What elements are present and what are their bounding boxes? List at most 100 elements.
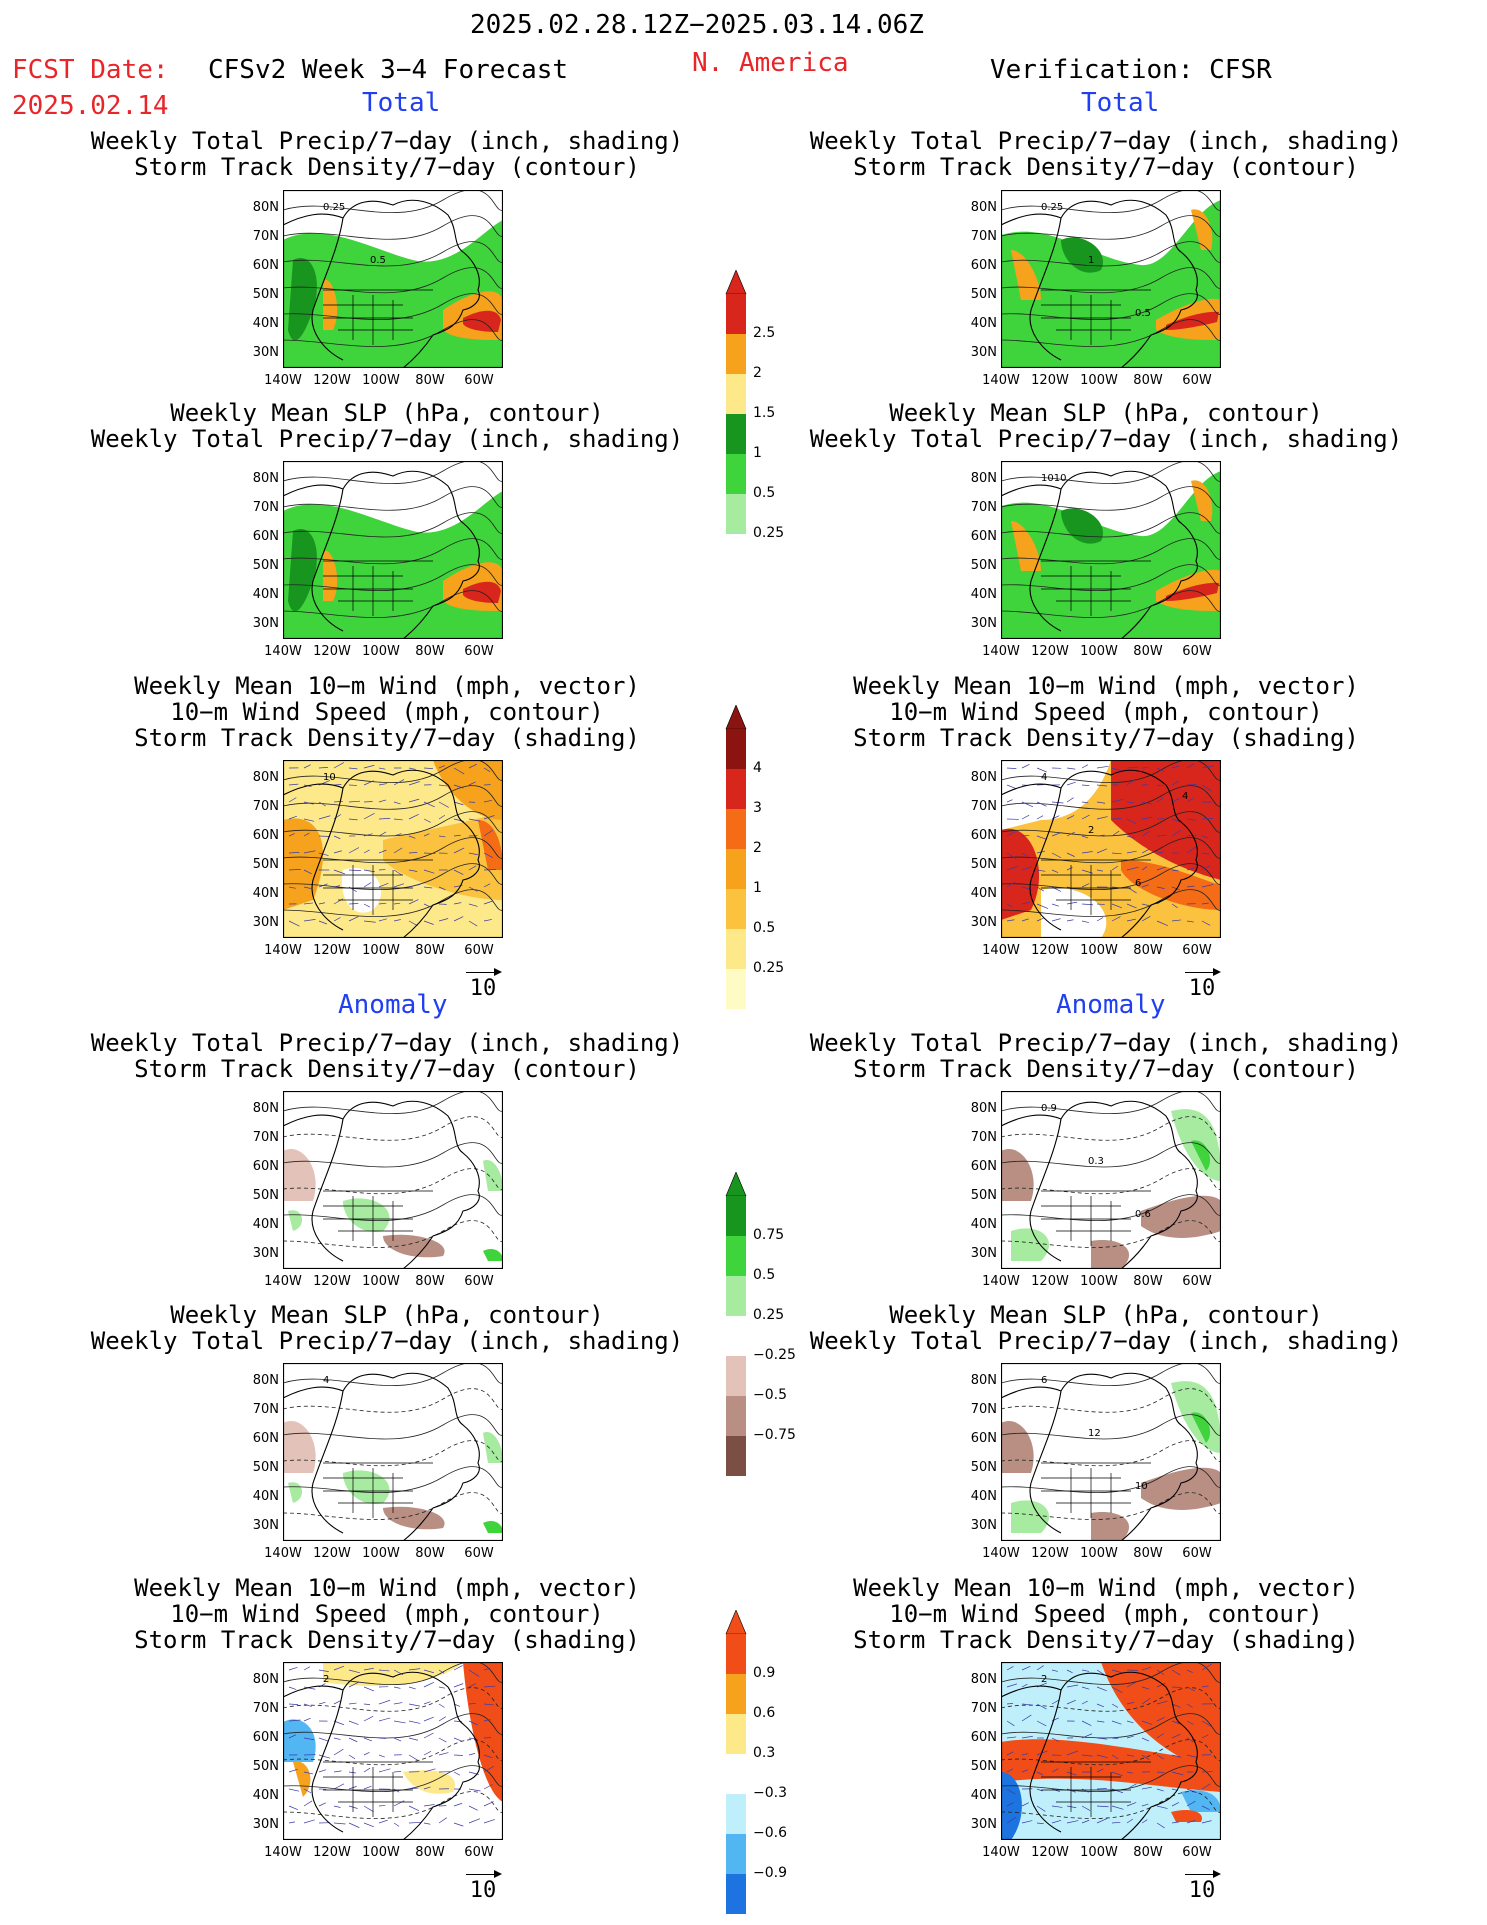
contour-line	[1001, 190, 1221, 213]
contour-line	[283, 564, 503, 591]
map-frame	[283, 190, 503, 368]
wind-vector	[378, 1768, 391, 1773]
title-right-4: Weekly Total Precip/7−day (inch, shading…	[809, 1029, 1403, 1083]
lat-tick-label: 40N	[252, 1788, 279, 1803]
wind-vector	[1096, 1768, 1104, 1773]
wind-vector	[468, 1683, 477, 1688]
colorbar-segment	[726, 414, 746, 454]
wind-vector	[483, 1667, 491, 1671]
wind-vector	[1201, 1783, 1211, 1790]
lat-tick-label: 50N	[970, 857, 997, 872]
wind-vector	[303, 1686, 316, 1690]
wind-vector	[303, 919, 316, 922]
wind-vector	[1171, 886, 1180, 891]
contour-label: 2	[1088, 825, 1094, 836]
contour-line	[1001, 785, 1221, 810]
wind-vector	[1096, 816, 1108, 820]
lat-tick-label: 30N	[970, 915, 997, 930]
lat-tick-label: 60N	[970, 1431, 997, 1446]
contour-label: 1010	[1041, 473, 1066, 484]
contour-line	[1001, 486, 1221, 511]
wind-vector	[1126, 850, 1137, 854]
title-left-6: Weekly Mean 10−m Wind (mph, vector) 10−m …	[134, 1574, 640, 1654]
lat-tick-label: 40N	[252, 587, 279, 602]
shading-region-3	[1001, 828, 1040, 920]
colorbar-label: 0.5	[753, 920, 776, 936]
wind-vector	[1006, 866, 1019, 871]
wind-vector	[438, 1716, 446, 1722]
wind-vector	[1126, 1802, 1137, 1807]
contour-line	[283, 1466, 503, 1493]
wind-vector	[1006, 1788, 1016, 1795]
colorbar-segment	[726, 1276, 746, 1316]
colorbar-label: 0.5	[753, 1267, 776, 1283]
wind-vector	[318, 1669, 329, 1672]
wind-vector	[288, 1734, 297, 1739]
colorbar-label: 0.25	[753, 1307, 785, 1323]
fcst-date-value: 2025.02.14	[12, 91, 169, 121]
wind-vector	[1186, 920, 1194, 923]
map-precip-track-anomaly-verification: 0.9 0.3 0.6	[1001, 1091, 1221, 1269]
wind-vector	[288, 1686, 297, 1690]
contour-line	[1001, 1142, 1221, 1168]
wind-vector	[423, 869, 435, 874]
wind-vector	[1186, 846, 1198, 854]
wind-vector	[1201, 884, 1214, 888]
contour-line	[1001, 215, 1221, 240]
wind-vector	[1201, 818, 1214, 820]
wind-vector	[1141, 884, 1149, 888]
wind-vector	[423, 1682, 435, 1688]
wind-vector	[1186, 885, 1195, 888]
wind-vector	[1021, 1735, 1033, 1739]
wind-vector	[348, 800, 361, 803]
wind-vector	[1096, 801, 1106, 804]
shading-region-5	[342, 868, 382, 913]
lat-tick-label: 80N	[252, 770, 279, 785]
wind-vector	[453, 847, 465, 854]
lon-tick-label: 120W	[1031, 644, 1069, 659]
wind-vector	[1051, 903, 1060, 907]
wind-vector	[1036, 1720, 1047, 1727]
wind-vector	[1051, 1819, 1062, 1824]
wind-vector	[1171, 1733, 1181, 1739]
colorbar-arrow-top	[725, 1171, 747, 1197]
wind-vector	[1006, 784, 1017, 789]
wind-vector	[423, 1669, 434, 1674]
map-frame	[283, 1091, 503, 1269]
contour-line	[1001, 863, 1221, 890]
wind-vector	[1156, 886, 1165, 889]
lon-tick-label: 60W	[1182, 943, 1212, 958]
lat-tick-label: 40N	[970, 1489, 997, 1504]
contour-line	[283, 1440, 503, 1467]
contour-line	[1001, 538, 1221, 565]
wind-vector	[1126, 1720, 1134, 1724]
shading-region-5	[403, 1770, 455, 1794]
shading-region-1	[1001, 760, 1111, 830]
contour-line	[283, 1116, 503, 1141]
lat-tick-label: 30N	[252, 1817, 279, 1832]
lat-tick-label: 50N	[252, 1759, 279, 1774]
wind-vector	[1126, 903, 1137, 909]
title-right-1: Weekly Total Precip/7−day (inch, shading…	[809, 127, 1403, 181]
colorbar-arrow-top	[725, 704, 747, 730]
state-borders	[323, 560, 433, 616]
wind-vector	[318, 815, 331, 820]
section-anomaly-left: Anomaly	[338, 990, 448, 1020]
wind-vector	[423, 1768, 436, 1773]
wind-vector	[348, 818, 358, 821]
wind-vector	[1126, 801, 1134, 804]
contour-line	[283, 241, 503, 267]
shading-region-3	[283, 1719, 316, 1762]
wind-vector	[438, 765, 445, 769]
contour-line	[283, 785, 503, 810]
wind-vector	[1201, 1685, 1209, 1688]
wind-vector	[483, 1766, 494, 1773]
shading-region-5	[483, 1521, 503, 1533]
wind-vector	[1051, 1737, 1059, 1742]
contour-line	[1001, 1116, 1221, 1141]
lat-tick-label: 60N	[970, 1159, 997, 1174]
wind-vector	[1186, 1754, 1198, 1758]
shading-region-3	[383, 1506, 445, 1530]
wind-vector	[1006, 799, 1013, 803]
contour-line	[1001, 1363, 1221, 1386]
